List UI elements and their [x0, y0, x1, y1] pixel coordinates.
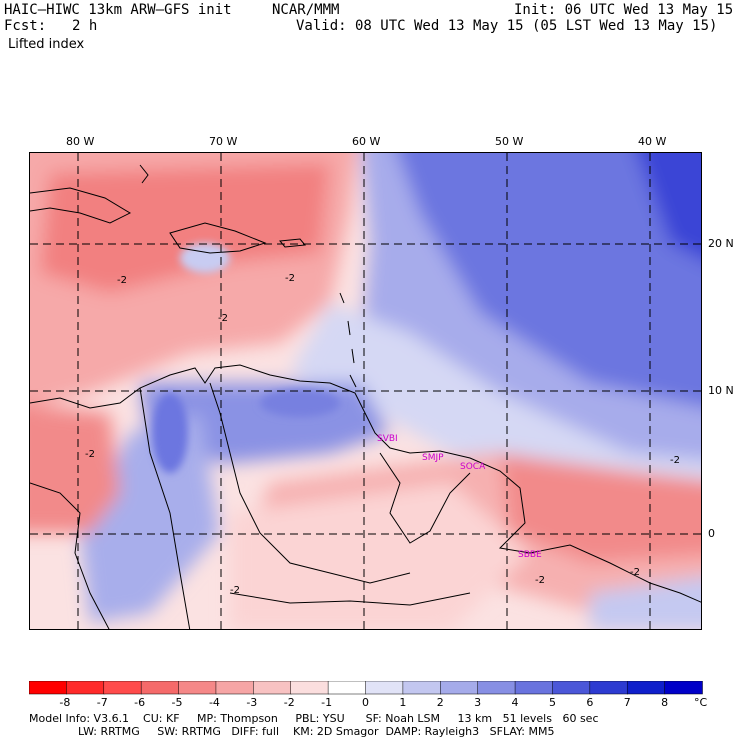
- lat-label: 10 N: [708, 384, 734, 397]
- colorbar-tick-label: -6: [134, 696, 146, 709]
- center-label: NCAR/MMM: [272, 2, 340, 18]
- colorbar-swatch: [140, 680, 180, 695]
- lon-label: 70 W: [209, 135, 238, 148]
- colorbar-swatch: [402, 680, 442, 695]
- colorbar-swatch: [178, 680, 217, 695]
- colorbar-tick-label: -3: [246, 696, 258, 709]
- colorbar-swatch: [626, 680, 666, 695]
- fcst-label: Fcst:: [4, 18, 47, 34]
- lon-label: 60 W: [352, 135, 381, 148]
- colorbar-tick-label: 8: [661, 696, 669, 709]
- lat-label: 0: [708, 527, 715, 540]
- contour-label: -2: [85, 449, 95, 460]
- colorbar-tick-label: -7: [96, 696, 108, 709]
- colorbar-swatch: [28, 680, 68, 695]
- colorbar-tick-label: 4: [511, 696, 519, 709]
- model-info-line2: LW: RRTMG SW: RRTMG DIFF: full KM: 2D Sm…: [29, 725, 555, 738]
- colorbar-tick-label: 2: [436, 696, 444, 709]
- colorbar-tick-label: -5: [171, 696, 183, 709]
- coastlines: [30, 164, 701, 629]
- fcst-value: 2 h: [72, 18, 98, 34]
- station-soca: SOCA: [460, 462, 486, 472]
- colorbar-swatch: [215, 680, 255, 695]
- colorbar-tick-label: -4: [208, 696, 220, 709]
- station-sbbe: SBBE: [518, 550, 542, 560]
- station-smjp: SMJP: [422, 453, 444, 463]
- lon-label: 40 W: [638, 135, 667, 148]
- colorbar-swatch: [664, 680, 703, 695]
- colorbar-swatch: [514, 680, 554, 695]
- contour-label: -2: [218, 313, 228, 324]
- colorbar-tick-label: -2: [283, 696, 295, 709]
- contour-label: -2: [117, 275, 127, 286]
- contour-label: -2: [630, 567, 640, 578]
- field-name: Lifted index: [8, 37, 85, 52]
- colorbar-tick-label: 1: [399, 696, 407, 709]
- colorbar-tick-label: -8: [59, 696, 71, 709]
- contour-label: -2: [535, 575, 545, 586]
- colorbar-tick-label: 6: [586, 696, 594, 709]
- colorbar-tick-label: 3: [474, 696, 482, 709]
- colorbar-tick-label: 7: [623, 696, 631, 709]
- lat-label: 20 N: [708, 237, 734, 250]
- colorbar-swatch: [589, 680, 628, 695]
- contour-label: -2: [285, 273, 295, 284]
- colorbar-swatch: [477, 680, 516, 695]
- model-info-line1: Model Info: V3.6.1 CU: KF MP: Thompson P…: [29, 712, 599, 725]
- model-title: HAIC–HIWC 13km ARW–GFS init: [4, 2, 232, 18]
- colorbar-swatch: [365, 680, 404, 695]
- colorbar-swatch: [66, 680, 105, 695]
- lat-lon-grid: [30, 153, 701, 629]
- init-time: Init: 06 UTC Wed 13 May 15: [514, 2, 734, 18]
- lifted-index-map: -2 -2 -2 -2 -2 -2 -2 -2 SVBI SMJP SOCA S…: [29, 152, 702, 630]
- colorbar-swatch: [552, 680, 591, 695]
- contour-label: -2: [670, 455, 680, 466]
- colorbar-unit: °C: [694, 696, 708, 709]
- contour-label: -2: [230, 585, 240, 596]
- colorbar-swatch: [440, 680, 479, 695]
- colorbar-tick-label: 5: [548, 696, 556, 709]
- station-svbi: SVBI: [377, 434, 398, 444]
- lon-label: 50 W: [495, 135, 524, 148]
- valid-time: Valid: 08 UTC Wed 13 May 15 (05 LST Wed …: [296, 18, 718, 34]
- lon-label: 80 W: [66, 135, 95, 148]
- colorbar-swatch: [290, 680, 329, 695]
- colorbar-swatches: [28, 680, 703, 695]
- colorbar-tick-label: 0: [362, 696, 369, 709]
- colorbar-tick-label: -1: [321, 696, 333, 709]
- colorbar-swatch: [253, 680, 292, 695]
- colorbar: [28, 680, 709, 699]
- li-shading: [30, 153, 701, 629]
- colorbar-swatch: [103, 680, 142, 695]
- colorbar-swatch: [327, 680, 367, 695]
